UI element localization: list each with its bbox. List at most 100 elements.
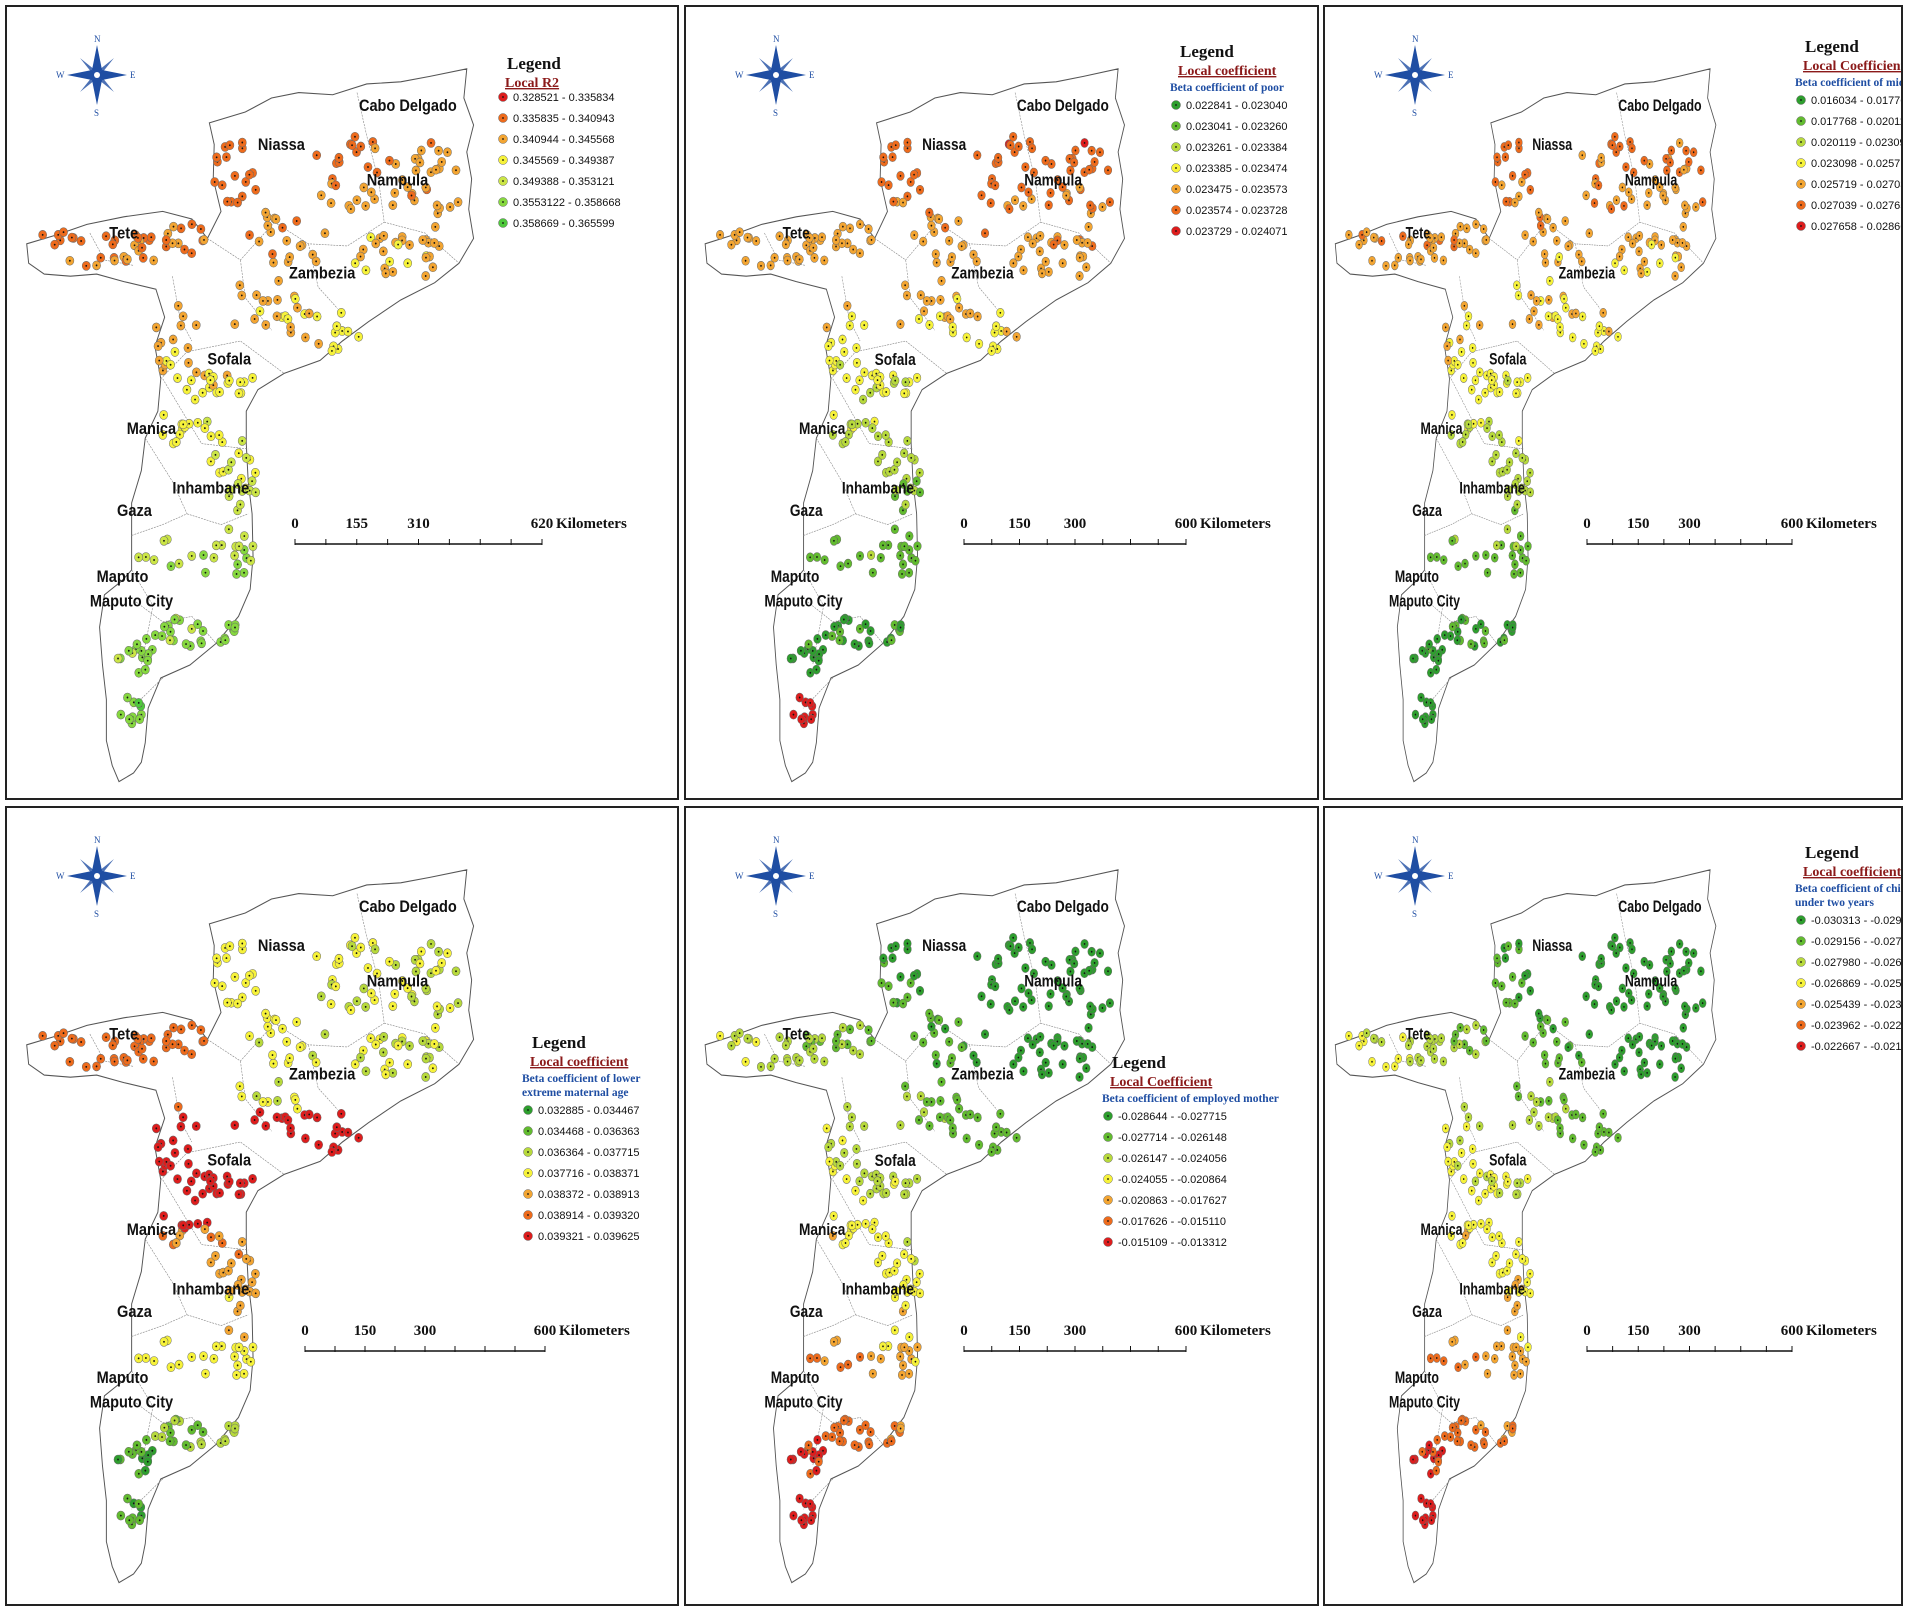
station-point [1524, 1342, 1532, 1353]
station-point [251, 1268, 260, 1279]
station-point [230, 972, 240, 982]
legend-item-label: 0.3553122 - 0.358668 [513, 197, 621, 209]
station-point [346, 1005, 356, 1015]
station-point [1553, 235, 1561, 246]
station-point [1377, 236, 1386, 246]
station-point [1697, 165, 1705, 176]
station-point [182, 384, 192, 395]
station-point [161, 1036, 171, 1046]
district-boundary [1424, 1314, 1472, 1337]
station-point [947, 1053, 956, 1063]
station-point [101, 1032, 111, 1043]
station-point [385, 1057, 394, 1068]
station-point [1036, 1032, 1045, 1042]
district-boundary [131, 569, 154, 666]
region-label: Zambezia [951, 264, 1014, 282]
region-label: Manica [1420, 420, 1463, 438]
station-point [398, 976, 407, 986]
station-point [366, 988, 376, 999]
station-point [1460, 300, 1469, 311]
station-point [937, 276, 946, 286]
station-point [407, 190, 416, 201]
station-point [991, 981, 1000, 992]
station-point [1105, 197, 1114, 207]
station-point [234, 541, 244, 552]
station-point [1512, 388, 1520, 399]
station-point [1677, 262, 1685, 273]
district-boundary [803, 1370, 824, 1467]
station-point [1679, 1023, 1687, 1033]
station-point [866, 1188, 875, 1199]
station-point [146, 232, 156, 243]
station-point [1594, 180, 1603, 191]
station-point [867, 1036, 876, 1046]
station-point [247, 1277, 257, 1287]
station-point [1454, 359, 1462, 370]
station-point [1504, 1286, 1513, 1296]
station-point [1464, 1112, 1473, 1123]
station-point [173, 1174, 182, 1184]
station-point [258, 1097, 268, 1107]
region-label: Maputo City [764, 593, 843, 611]
station-point [274, 276, 283, 286]
legend-item: -0.025439 - -0.023963 [1796, 999, 1901, 1011]
station-point [1671, 1053, 1680, 1064]
station-point [210, 177, 220, 187]
station-point [1418, 1515, 1427, 1526]
station-point [855, 248, 864, 259]
station-point [1493, 152, 1501, 163]
station-point [1608, 941, 1617, 952]
station-point [809, 1043, 818, 1054]
station-point [1605, 1127, 1613, 1138]
station-point [855, 1176, 864, 1187]
station-point [336, 308, 346, 318]
station-point [795, 254, 804, 265]
station-point [1620, 201, 1628, 211]
station-point [170, 1415, 179, 1426]
station-point [855, 375, 864, 386]
station-point [1508, 1351, 1517, 1362]
station-point [1568, 1133, 1577, 1144]
station-point [1543, 214, 1552, 224]
region-label: Gaza [117, 502, 152, 520]
station-point [123, 692, 132, 703]
legend-item-label: -0.020863 - -0.017627 [1118, 1195, 1227, 1207]
station-point [847, 419, 857, 430]
station-point [1010, 996, 1020, 1006]
station-point [861, 1420, 870, 1430]
station-point [955, 1103, 964, 1114]
station-point [1019, 1066, 1028, 1077]
station-point [914, 1115, 924, 1125]
station-point [234, 388, 244, 399]
station-point [820, 1356, 829, 1366]
station-point [283, 1115, 293, 1125]
station-point [842, 373, 851, 383]
region-label: Maputo [771, 1369, 820, 1387]
station-point [1071, 946, 1080, 957]
station-point [1511, 1360, 1519, 1371]
station-point [157, 1432, 167, 1442]
station-point [403, 983, 412, 993]
district-boundary [131, 677, 163, 709]
station-point [743, 232, 752, 243]
station-point [1525, 314, 1534, 324]
station-point [1434, 1456, 1443, 1467]
station-point [233, 1280, 243, 1290]
station-point [193, 417, 203, 428]
station-point [1505, 1258, 1514, 1269]
station-point [806, 1353, 815, 1364]
station-point [770, 1053, 779, 1064]
station-point [211, 1341, 221, 1352]
station-point [1482, 1036, 1490, 1046]
station-point [1028, 238, 1037, 249]
station-point [421, 983, 431, 994]
station-point [168, 1039, 177, 1050]
station-point [248, 541, 258, 552]
legend-item-label: 0.023385 - 0.023474 [1186, 163, 1288, 175]
station-point [1513, 1300, 1521, 1311]
station-point [173, 300, 183, 311]
station-point [312, 951, 322, 962]
station-point [861, 619, 870, 629]
district-boundary [1014, 893, 1041, 1024]
compass-letter-n: N [773, 34, 780, 44]
